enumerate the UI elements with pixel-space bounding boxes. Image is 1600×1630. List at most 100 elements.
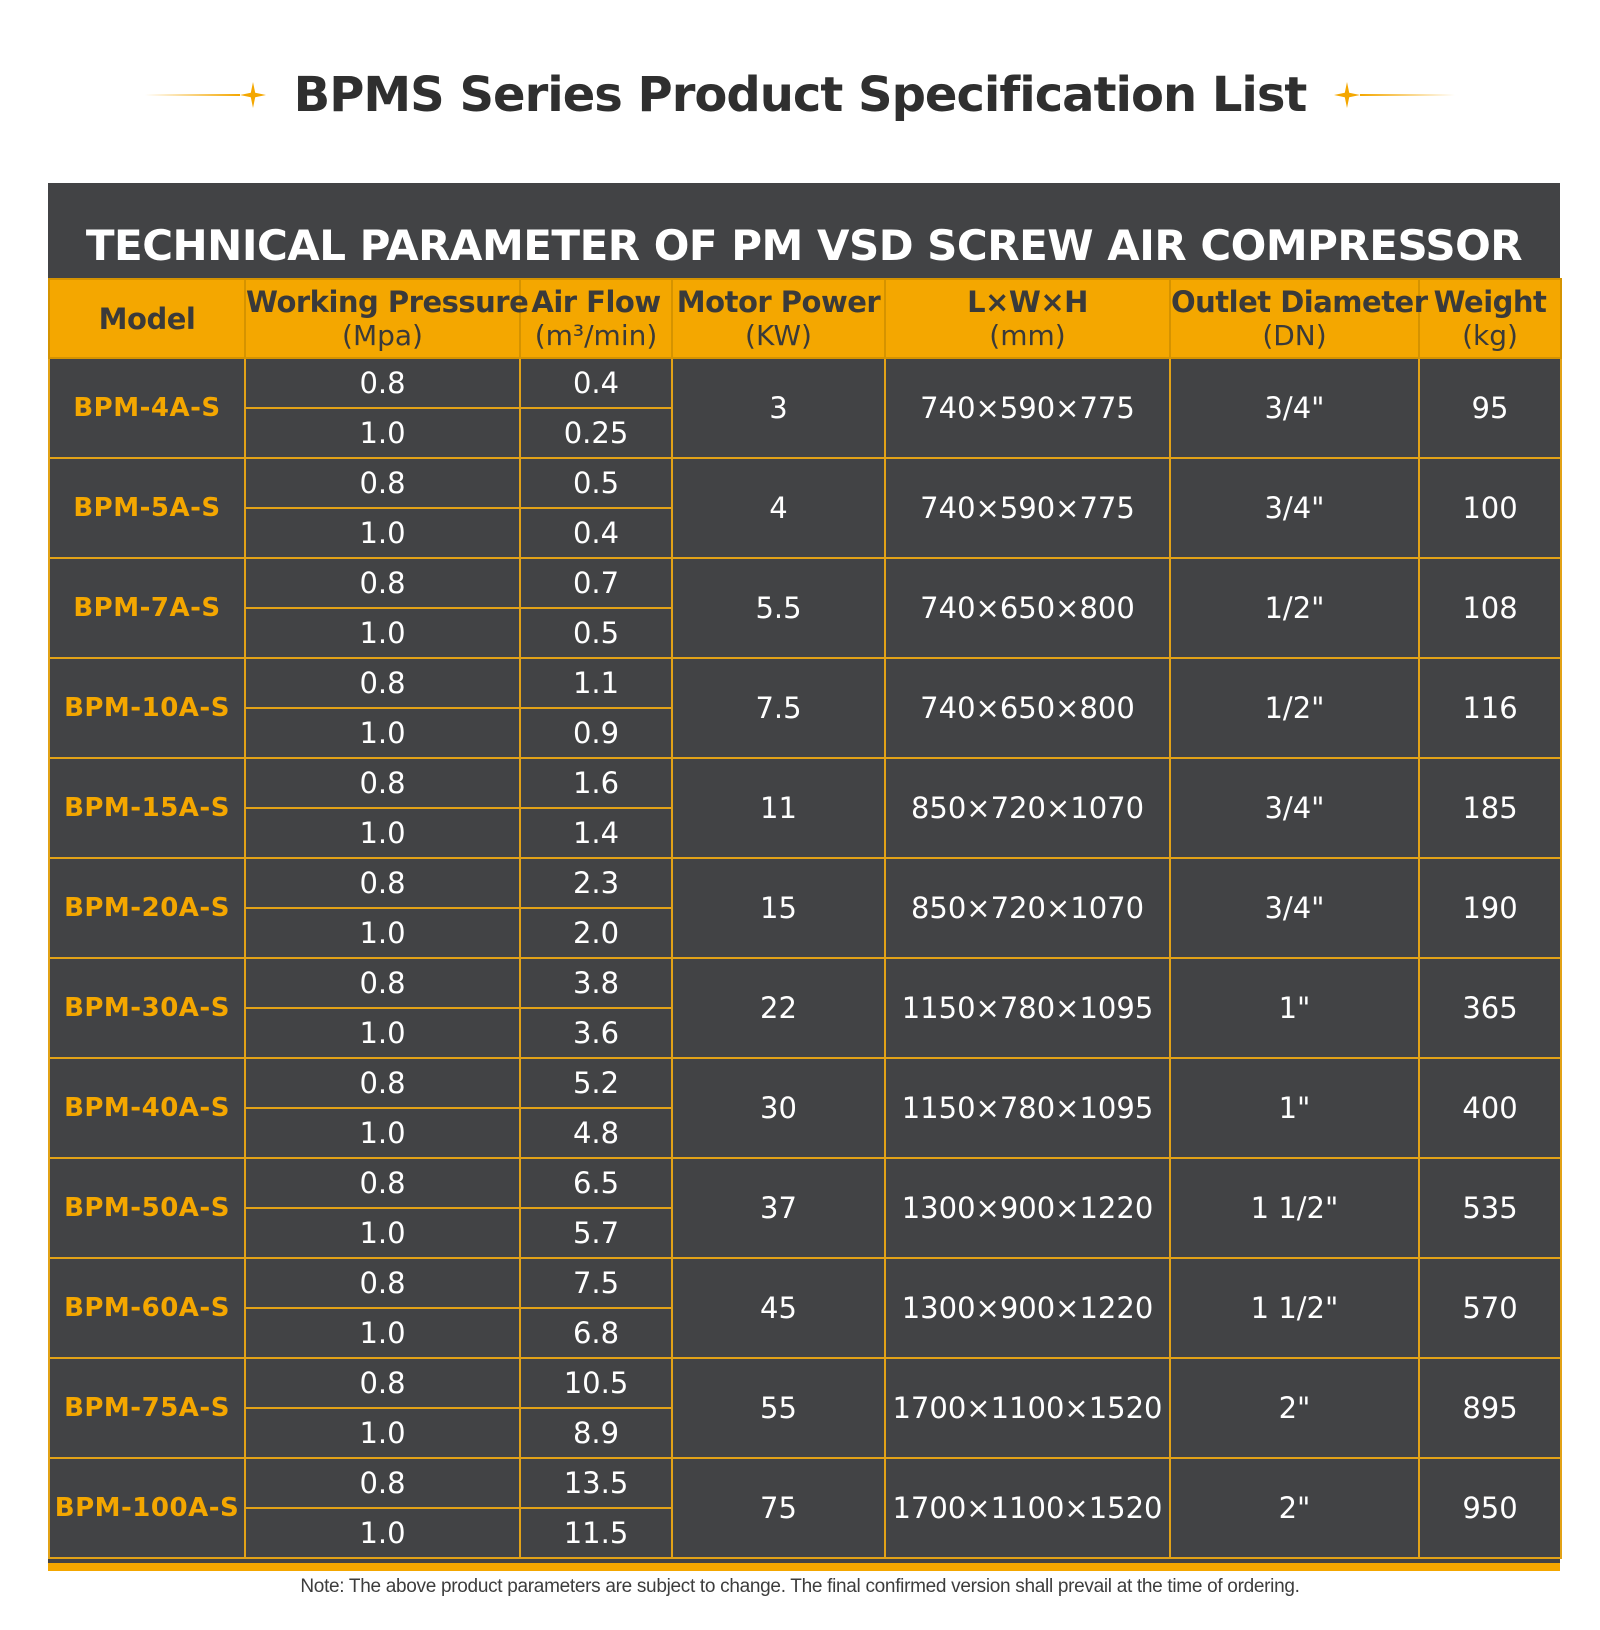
- air-flow-cell: 2.3: [519, 857, 673, 909]
- outlet-diameter-cell: 1/2": [1169, 557, 1420, 659]
- column-header-unit: (KW): [745, 318, 812, 352]
- table-row: BPM-60A-S 0.8 7.5 45 1300×900×1220 1 1/2" 570: [48, 1257, 1562, 1359]
- column-header-label: Motor Power: [676, 284, 881, 319]
- table-row: BPM-40A-S 0.8 5.2 30 1150×780×1095 1" 400: [48, 1057, 1562, 1159]
- bottom-accent-bar: [48, 1563, 1560, 1571]
- pressure-cell: 0.8: [244, 1057, 521, 1109]
- air-flow-cell: 10.5: [519, 1357, 673, 1409]
- pressure-cell: 0.8: [244, 357, 521, 409]
- outlet-diameter-cell: 3/4": [1169, 457, 1420, 559]
- model-cell: BPM-10A-S: [48, 657, 246, 759]
- column-header-unit: (mm): [989, 318, 1066, 352]
- dimensions-cell: 1150×780×1095: [884, 1057, 1171, 1159]
- column-header: Motor Power (KW): [671, 278, 886, 359]
- motor-power-cell: 30: [671, 1057, 886, 1159]
- header-row: Model Working Pressure (Mpa) Air Flow (m³/mi…: [48, 278, 1562, 359]
- column-header-label: L×W×H: [967, 284, 1088, 319]
- table-row: 1.0 3.6: [49, 1007, 1561, 1059]
- weight-cell: 535: [1418, 1157, 1562, 1259]
- table-row: BPM-30A-S 0.8 3.8 22 1150×780×1095 1" 365: [48, 957, 1562, 1059]
- pressure-cell: 1.0: [244, 1107, 521, 1159]
- table-row: 1.0 2.0: [49, 907, 1561, 959]
- model-cell: BPM-60A-S: [48, 1257, 246, 1359]
- spec-panel: TECHNICAL PARAMETER OF PM VSD SCREW AIR …: [48, 183, 1562, 1571]
- air-flow-cell: 0.4: [519, 357, 673, 409]
- outlet-diameter-cell: 1/2": [1169, 657, 1420, 759]
- column-header-label: Outlet Diameter: [1171, 284, 1428, 319]
- title-decoration-left: [144, 82, 266, 108]
- model-cell: BPM-4A-S: [48, 357, 246, 459]
- outlet-diameter-cell: 1 1/2": [1169, 1257, 1420, 1359]
- model-cell: BPM-20A-S: [48, 857, 246, 959]
- pressure-cell: 1.0: [244, 1407, 521, 1459]
- table-row: 1.0 5.7: [49, 1207, 1561, 1259]
- motor-power-cell: 22: [671, 957, 886, 1059]
- dimensions-cell: 740×590×775: [884, 457, 1171, 559]
- model-cell: BPM-75A-S: [48, 1357, 246, 1459]
- air-flow-cell: 0.4: [519, 507, 673, 559]
- dimensions-cell: 1150×780×1095: [884, 957, 1171, 1059]
- outlet-diameter-cell: 1": [1169, 957, 1420, 1059]
- motor-power-cell: 55: [671, 1357, 886, 1459]
- table-body: BPM-4A-S 0.8 0.4 3 740×590×775 3/4" 95 1.0 0.25 B…: [48, 357, 1562, 1559]
- pressure-cell: 1.0: [244, 1507, 521, 1559]
- weight-cell: 400: [1418, 1057, 1562, 1159]
- dimensions-cell: 740×650×800: [884, 557, 1171, 659]
- pressure-cell: 0.8: [244, 1157, 521, 1209]
- air-flow-cell: 13.5: [519, 1457, 673, 1509]
- pressure-cell: 0.8: [244, 757, 521, 809]
- weight-cell: 185: [1418, 757, 1562, 859]
- table-row: BPM-20A-S 0.8 2.3 15 850×720×1070 3/4" 190: [48, 857, 1562, 959]
- weight-cell: 895: [1418, 1357, 1562, 1459]
- model-cell: BPM-30A-S: [48, 957, 246, 1059]
- outlet-diameter-cell: 3/4": [1169, 757, 1420, 859]
- model-cell: BPM-40A-S: [48, 1057, 246, 1159]
- dimensions-cell: 1700×1100×1520: [884, 1357, 1171, 1459]
- column-header: Outlet Diameter (DN): [1169, 278, 1428, 359]
- table-header: Model Working Pressure (Mpa) Air Flow (m³/mi…: [48, 278, 1562, 359]
- motor-power-cell: 7.5: [671, 657, 886, 759]
- air-flow-cell: 1.6: [519, 757, 673, 809]
- table-row: 1.0 6.8: [49, 1307, 1561, 1359]
- table-row: BPM-100A-S 0.8 13.5 75 1700×1100×1520 2" 950: [48, 1457, 1562, 1559]
- pressure-cell: 1.0: [244, 707, 521, 759]
- air-flow-cell: 0.25: [519, 407, 673, 459]
- model-cell: BPM-5A-S: [48, 457, 246, 559]
- table-row: BPM-50A-S 0.8 6.5 37 1300×900×1220 1 1/2" 535: [48, 1157, 1562, 1259]
- weight-cell: 365: [1418, 957, 1562, 1059]
- dimensions-cell: 740×590×775: [884, 357, 1171, 459]
- column-header-label: Air Flow: [531, 284, 661, 319]
- pressure-cell: 0.8: [244, 1357, 521, 1409]
- pressure-cell: 1.0: [244, 407, 521, 459]
- table-row: 1.0 0.9: [49, 707, 1561, 759]
- pressure-cell: 0.8: [244, 1457, 521, 1509]
- column-header-label: Working Pressure: [246, 284, 529, 319]
- motor-power-cell: 3: [671, 357, 886, 459]
- outlet-diameter-cell: 3/4": [1169, 857, 1420, 959]
- air-flow-cell: 5.2: [519, 1057, 673, 1109]
- column-header-label: Model: [98, 301, 196, 336]
- dimensions-cell: 1300×900×1220: [884, 1157, 1171, 1259]
- table-row: 1.0 1.4: [49, 807, 1561, 859]
- air-flow-cell: 3.6: [519, 1007, 673, 1059]
- table-row: BPM-15A-S 0.8 1.6 11 850×720×1070 3/4" 185: [48, 757, 1562, 859]
- pressure-cell: 0.8: [244, 557, 521, 609]
- air-flow-cell: 11.5: [519, 1507, 673, 1559]
- air-flow-cell: 7.5: [519, 1257, 673, 1309]
- column-header: Air Flow (m³/min): [519, 278, 673, 359]
- column-header: Working Pressure (Mpa): [244, 278, 529, 359]
- weight-cell: 950: [1418, 1457, 1562, 1559]
- air-flow-cell: 0.5: [519, 457, 673, 509]
- decor-line: [144, 94, 240, 96]
- footnote: Note: The above product parameters are s…: [300, 1576, 1300, 1597]
- outlet-diameter-cell: 3/4": [1169, 357, 1420, 459]
- air-flow-cell: 1.1: [519, 657, 673, 709]
- outlet-diameter-cell: 1": [1169, 1057, 1420, 1159]
- motor-power-cell: 45: [671, 1257, 886, 1359]
- air-flow-cell: 5.7: [519, 1207, 673, 1259]
- outlet-diameter-cell: 2": [1169, 1357, 1420, 1459]
- sparkle-icon: [1334, 82, 1361, 108]
- pressure-cell: 1.0: [244, 807, 521, 859]
- table-row: 1.0 0.25: [49, 407, 1561, 459]
- pressure-cell: 1.0: [244, 507, 521, 559]
